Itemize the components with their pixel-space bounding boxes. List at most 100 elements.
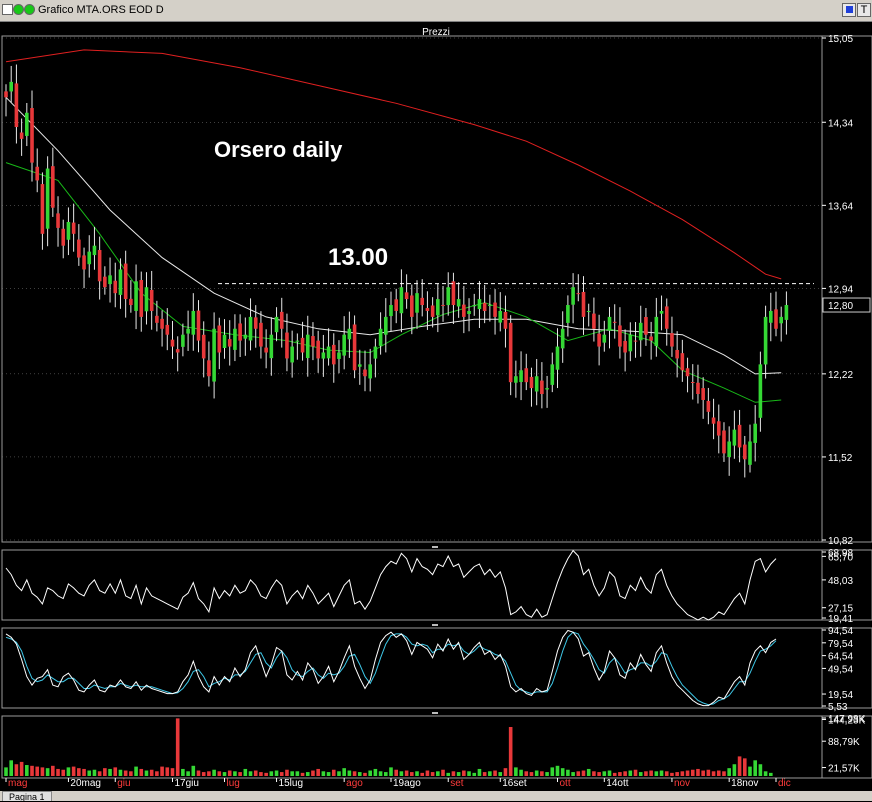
volume-bar <box>357 772 362 776</box>
volume-bar <box>514 767 518 776</box>
volume-bar <box>425 770 430 776</box>
candle-body <box>201 334 206 359</box>
candle <box>9 65 14 103</box>
candle <box>462 285 466 334</box>
candle-body <box>196 310 201 341</box>
candle-body <box>253 317 258 329</box>
candle <box>586 303 591 327</box>
volume-bar <box>269 771 274 776</box>
window-title: Grafico MTA.ORS EOD D <box>38 4 164 16</box>
candle <box>181 323 185 357</box>
candle <box>737 409 742 463</box>
oscillator-axis-label: 48,03 <box>828 576 853 587</box>
candle-body <box>51 166 55 208</box>
candle <box>456 282 461 318</box>
x-axis-label: lug <box>227 778 240 789</box>
volume-bar <box>560 768 565 776</box>
window-dot-button-2[interactable] <box>24 4 35 15</box>
candle <box>331 333 336 383</box>
candle-body <box>446 287 451 306</box>
candle <box>383 298 388 353</box>
candle <box>82 247 86 289</box>
volume-bar <box>14 764 19 776</box>
candle <box>727 426 731 476</box>
candle <box>763 305 768 379</box>
candle <box>774 291 778 337</box>
candle <box>285 313 289 372</box>
volume-bar <box>144 770 149 776</box>
candle-body <box>368 364 372 379</box>
candle <box>77 224 81 266</box>
candle <box>66 207 71 256</box>
window-dot-button[interactable] <box>13 4 24 15</box>
candle-body <box>545 388 549 390</box>
x-axis-label: nov <box>674 778 690 789</box>
candle-body <box>706 400 711 412</box>
candle <box>560 311 565 363</box>
panel-splitter-grip[interactable] <box>432 546 438 548</box>
candle-body <box>170 339 175 347</box>
candle <box>363 350 367 392</box>
volume-bar <box>30 765 34 776</box>
candle-body <box>722 430 726 454</box>
candle <box>607 307 612 349</box>
candle <box>238 314 242 357</box>
candle <box>602 320 607 352</box>
resistance-level-label: 13.00 <box>328 244 388 271</box>
volume-bar <box>472 772 477 776</box>
panel-splitter-grip[interactable] <box>432 712 438 714</box>
candle-body <box>784 305 789 320</box>
candle <box>30 90 34 182</box>
panel-splitter-grip[interactable] <box>432 624 438 626</box>
candle <box>404 274 409 309</box>
candle <box>175 336 180 372</box>
candle-body <box>9 81 14 92</box>
sheet-tab-bar: Pagina 1 <box>0 791 872 802</box>
volume-bar <box>389 767 393 776</box>
price-axis-label: 10,82 <box>828 536 853 547</box>
stochastic-panel-frame <box>1 627 823 709</box>
candle-body <box>97 250 102 282</box>
volume-bar <box>212 769 216 776</box>
volume-bar <box>4 767 8 776</box>
volume-bar <box>383 772 388 776</box>
stochastic-axis-label: 64,54 <box>828 652 853 663</box>
candle <box>19 118 24 156</box>
candle-body <box>592 313 596 329</box>
candle <box>217 317 222 370</box>
candle-body <box>576 293 581 295</box>
maximize-icon[interactable] <box>842 3 856 17</box>
candle-body <box>243 334 248 339</box>
candle <box>243 317 248 356</box>
candle-body <box>295 340 300 342</box>
text-tool-button[interactable]: T <box>857 3 871 17</box>
candle-body <box>92 245 97 256</box>
candle <box>56 196 60 247</box>
volume-bar <box>618 772 622 776</box>
candle-body <box>30 108 34 163</box>
volume-bar <box>222 772 227 776</box>
minimize-button[interactable] <box>2 4 13 15</box>
candle <box>659 295 664 331</box>
candle-body <box>597 333 601 347</box>
volume-bar <box>701 770 705 776</box>
candle-body <box>727 441 731 458</box>
candle-body <box>316 340 320 359</box>
candle <box>326 328 331 366</box>
chart-title-annotation: Orsero daily <box>214 137 343 162</box>
candle <box>680 339 685 382</box>
volume-bar <box>477 768 482 776</box>
candle-body <box>222 334 227 349</box>
sheet-tab[interactable]: Pagina 1 <box>2 791 52 802</box>
candle-body <box>139 280 144 317</box>
volume-bar <box>436 771 440 776</box>
candle-body <box>612 321 617 323</box>
volume-bar <box>467 771 471 776</box>
oscillator-axis-label: 65,70 <box>828 552 853 563</box>
candle <box>482 285 487 324</box>
volume-bar <box>321 771 326 776</box>
x-axis-label: mag <box>8 778 27 789</box>
candle <box>670 316 674 357</box>
volume-bar <box>690 769 695 776</box>
candle-body <box>774 309 778 329</box>
